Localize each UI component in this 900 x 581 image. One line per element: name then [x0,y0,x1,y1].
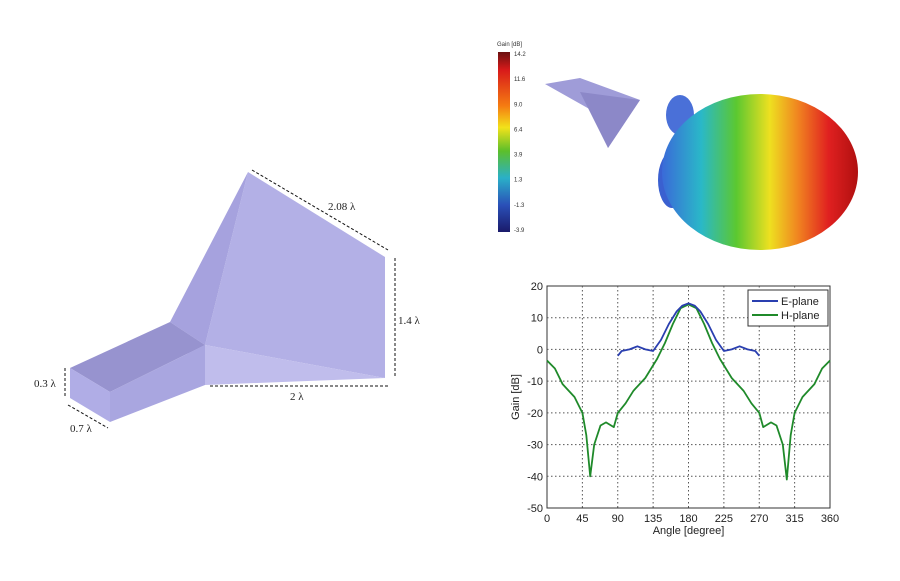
colorbar [498,52,510,232]
x-tick-label: 90 [612,513,624,525]
colorbar-tick: 6.4 [514,127,523,133]
colorbar-tick: 3.9 [514,153,523,159]
x-tick-label: 0 [544,513,550,525]
colorbar-tick: -3.9 [514,228,525,234]
y-tick-label: -20 [527,408,543,420]
y-tick-label: 10 [531,313,543,325]
y-tick-label: -10 [527,376,543,388]
colorbar-title: Gain [dB] [497,42,522,48]
y-tick-label: -30 [527,440,543,452]
colorbar-tick: -1.3 [514,203,525,209]
colorbar-tick: 11.6 [514,77,526,83]
colorbar-tick: 1.3 [514,178,523,184]
horn-antenna-model [70,172,385,422]
colorbar-tick: 9.0 [514,102,523,108]
y-axis-label: Gain [dB] [510,374,522,420]
x-tick-label: 225 [715,513,733,525]
gain-chart: 0 45 90 135 180 225 270 315 360 20 10 0 -10 -20 -30 -40… [510,281,839,537]
x-tick-label: 360 [821,513,839,525]
y-tick-label: -40 [527,471,543,483]
x-tick-label: 270 [750,513,768,525]
series-h-plane [546,303,831,481]
dim-aperture-diagonal: 2.08 λ [328,201,356,213]
dim-aperture-height: 1.4 λ [398,315,421,327]
legend: E-plane H-plane [747,289,829,327]
small-horn-model [545,78,640,148]
x-tick-label: 45 [576,513,588,525]
dim-waveguide-height: 0.3 λ [34,378,57,390]
dimension-lines [64,169,396,429]
x-tick-label: 180 [679,513,697,525]
legend-label: H-plane [781,310,820,322]
y-tick-label: 0 [537,344,543,356]
dim-waveguide-width: 0.7 λ [70,423,93,435]
radiation-pattern-3d [658,94,858,250]
x-axis-label: Angle [degree] [653,525,725,537]
x-tick-label: 135 [644,513,662,525]
y-tick-label: -50 [527,503,543,515]
series-e-plane [617,302,760,357]
legend-label: E-plane [781,296,819,308]
dim-flare-length: 2 λ [290,391,304,403]
x-tick-label: 315 [785,513,803,525]
colorbar-tick: 14.2 [514,52,526,58]
y-tick-label: 20 [531,281,543,293]
